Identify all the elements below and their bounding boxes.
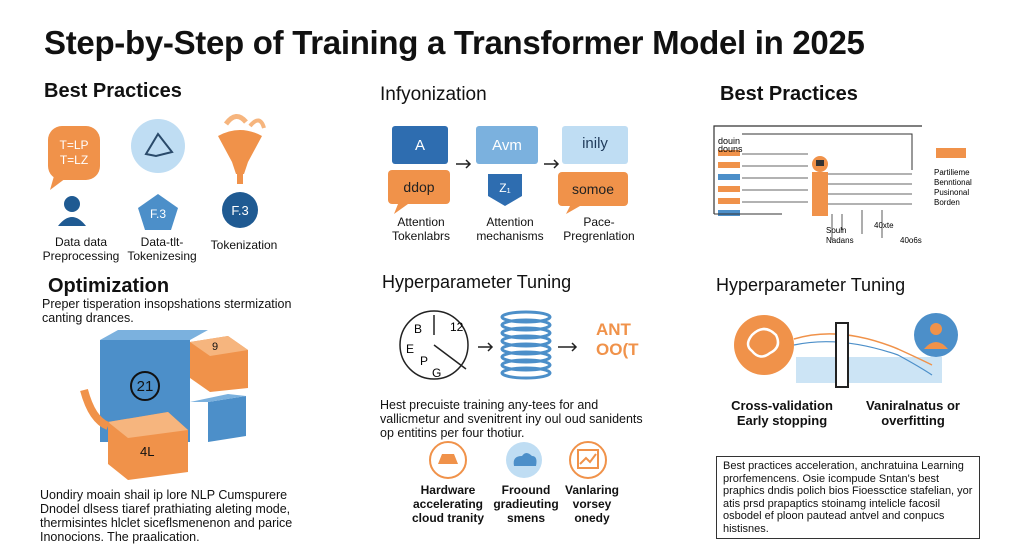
- right-label-2: Benntional: [934, 178, 972, 187]
- caption-cross-validation: Cross-validation Early stopping: [731, 398, 833, 428]
- cubes-illustration: 21 9 4L: [80, 330, 248, 480]
- best-practices-box: Best practices acceleration, anchratuina…: [716, 456, 980, 539]
- tile-avm-label: Avm: [492, 137, 522, 154]
- lower-z-label: Z₁: [499, 181, 510, 195]
- funnel-icon: [218, 114, 266, 184]
- brain-icon: [734, 315, 794, 375]
- right-label-4: Borden: [934, 198, 960, 207]
- arrow-icon: [456, 159, 472, 169]
- clock-label-p: P: [420, 354, 428, 368]
- bottom-label-1: Souln: [826, 226, 846, 235]
- spring-icon: [500, 310, 552, 380]
- tile-inily-label: inily: [582, 135, 608, 152]
- hyperparameter-heading-right: Hyperparameter Tuning: [716, 275, 906, 295]
- clock-label-12: 12: [450, 320, 464, 334]
- caption-attention-mechanisms: Attention mechanisms: [476, 215, 544, 243]
- hyperparameter-text: Hest precuiste training any-tees for and…: [380, 398, 643, 440]
- circle-f3-icon: F.3: [222, 192, 258, 228]
- page-title: Step-by-Step of Training a Transformer M…: [44, 24, 865, 61]
- optimization-heading: Optimization: [48, 275, 170, 297]
- cube-label-4l: 4L: [140, 444, 154, 459]
- speech-bubble-icon: T=LP T=LZ: [48, 126, 100, 190]
- clock-label-g: G: [432, 366, 441, 380]
- tile-a-label: A: [415, 137, 425, 154]
- ant-label: ANT: [596, 320, 632, 339]
- best-practices-heading-left: Best Practices: [44, 80, 182, 102]
- bottom-label-2: Nadans: [826, 236, 854, 245]
- caption-data-tokenizesing: Data-tlt- Tokenizesing: [127, 235, 197, 263]
- caption-vaniralnatus: Vaniralnatus or overfitting: [866, 398, 960, 428]
- lower-somoe-label: somoe: [572, 181, 614, 197]
- caption-tokenization: Tokenization: [210, 238, 278, 252]
- infyonization-heading: Infyonization: [380, 84, 487, 105]
- caption-pace-pregrenlation: Pace-Pregrenlation: [563, 215, 635, 243]
- arrow-icon-4: [558, 342, 578, 352]
- clock-label-e: E: [406, 342, 414, 356]
- person-lamp-icon: [914, 313, 958, 357]
- pentagon-label: F.3: [150, 207, 166, 221]
- clock-icon: 12 B E P G: [399, 310, 469, 380]
- validation-illustration: [734, 313, 958, 388]
- caption-attention-tokenlabrs: Attention Tokenlabrs: [391, 215, 451, 243]
- hyperparameter-flow: 12 B E P G ANT OO(T: [399, 310, 639, 380]
- circle-label: F.3: [231, 203, 248, 218]
- hardware-icon: [429, 441, 467, 479]
- best-practices-heading-right: Best Practices: [720, 83, 858, 105]
- right-label-1: Partilieme: [934, 168, 970, 177]
- best-practices-icons-left: T=LP T=LZ F.3 F.3: [48, 114, 266, 230]
- right-label-3: Pusinonal: [934, 188, 969, 197]
- bubble-line-2: T=LZ: [60, 153, 88, 167]
- hyperparameter-heading-middle: Hyperparameter Tuning: [382, 272, 572, 292]
- pentagon-icon: F.3: [138, 194, 178, 230]
- person-icon: [58, 196, 86, 226]
- chart-icon: [569, 441, 607, 479]
- caption-froound: Froound gradieuting smens: [493, 483, 559, 525]
- optimization-text: Preper tisperation insopshations stermiz…: [42, 297, 292, 325]
- cloud-chat-icon: [131, 119, 185, 173]
- cube-label-9: 9: [212, 341, 218, 353]
- hardware-icons: [429, 441, 607, 479]
- bottom-label-4: 40o6s: [900, 236, 922, 245]
- bubble-line-1: T=LP: [59, 138, 88, 152]
- infyonization-flow: A ddop Avm Z₁ inily somoe: [388, 126, 628, 214]
- bottom-label-3: 40xte: [874, 221, 894, 230]
- cloud-icon: [506, 442, 542, 478]
- cube-label-21: 21: [137, 378, 154, 395]
- arrow-icon-3: [478, 342, 494, 352]
- arrow-icon-2: [544, 159, 560, 169]
- optimization-bottom-text: Uondiry moain shail ip lore NLP Cumspure…: [40, 488, 293, 544]
- lower-ddop-label: ddop: [403, 179, 434, 195]
- caption-hardware: Hardware accelerating cloud tranity: [412, 483, 485, 525]
- clock-label-b: B: [414, 322, 422, 336]
- left-label-douns: douns: [718, 144, 743, 154]
- left-label-douin: douin: [718, 136, 740, 146]
- network-diagram: douin douns Partilieme Benntional Pusino…: [713, 125, 972, 245]
- caption-vanlaring: Vanlaring vorsey onedy: [564, 483, 620, 525]
- caption-data-preprocessing: Data data Preprocessing: [42, 235, 120, 263]
- ooct-label: OO(T: [596, 340, 639, 359]
